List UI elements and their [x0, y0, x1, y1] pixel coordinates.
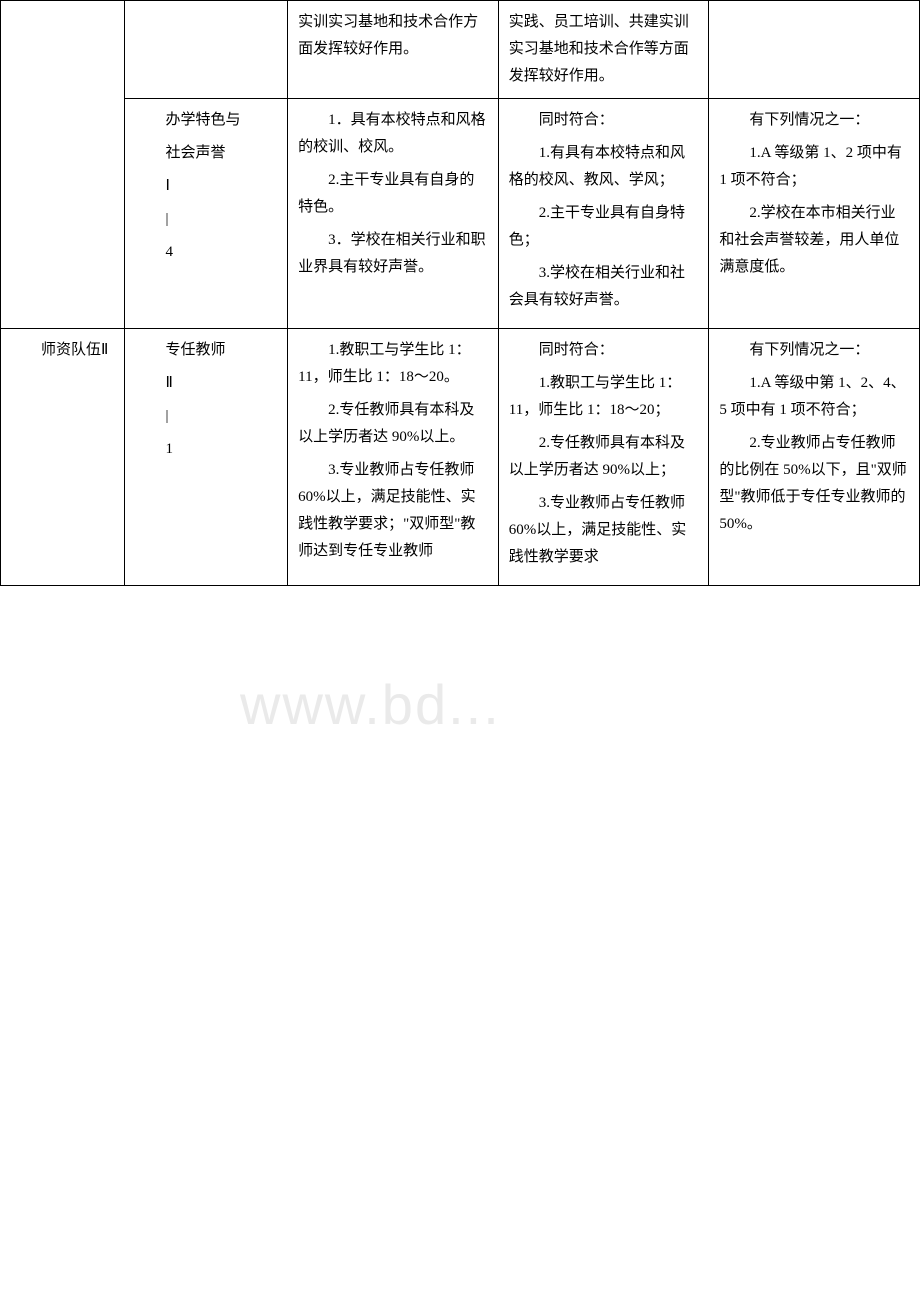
- criteria-para: 3.专业教师占专任教师 60%以上，满足技能性、实践性教学要求；"双师型"教师达…: [298, 457, 488, 565]
- criteria-intro: 有下列情况之一：: [719, 107, 909, 134]
- criteria-para: 1.A 等级第 1、2 项中有 1 项不符合；: [719, 140, 909, 194]
- criteria-para: 3.专业教师占专任教师 60%以上，满足技能性、实践性教学要求: [509, 490, 699, 571]
- criteria-para: 1.教职工与学生比 1：11，师生比 1：18～20。: [298, 337, 488, 391]
- subcategory-line: Ⅱ: [135, 370, 277, 397]
- criteria-c-cell: [709, 1, 920, 99]
- criteria-para: 2.学校在本市相关行业和社会声誉较差，用人单位满意度低。: [719, 200, 909, 281]
- criteria-para: 2.主干专业具有自身的特色。: [298, 167, 488, 221]
- cell-text: 实践、员工培训、共建实训实习基地和技术合作等方面发挥较好作用。: [509, 14, 689, 84]
- criteria-para: 3．学校在相关行业和职业界具有较好声誉。: [298, 227, 488, 281]
- category-cell: [1, 1, 125, 329]
- criteria-intro: 有下列情况之一：: [719, 337, 909, 364]
- subcategory-line: 专任教师: [135, 337, 277, 364]
- category-line: 师资队伍Ⅱ: [11, 337, 114, 364]
- subcategory-line: 社会声誉: [135, 140, 277, 167]
- criteria-para: 1.有具有本校特点和风格的校风、教风、学风；: [509, 140, 699, 194]
- subcategory-cell: 专任教师 Ⅱ | 1: [125, 329, 288, 586]
- subcategory-line: |: [135, 403, 277, 430]
- criteria-para: 2.专任教师具有本科及以上学历者达 90%以上。: [298, 397, 488, 451]
- criteria-para: 1．具有本校特点和风格的校训、校风。: [298, 107, 488, 161]
- criteria-para: 1.A 等级中第 1、2、4、5 项中有 1 项不符合；: [719, 370, 909, 424]
- criteria-c-cell: 有下列情况之一： 1.A 等级中第 1、2、4、5 项中有 1 项不符合； 2.…: [709, 329, 920, 586]
- watermark: www.bd...: [240, 660, 501, 750]
- criteria-b-cell: 实践、员工培训、共建实训实习基地和技术合作等方面发挥较好作用。: [498, 1, 709, 99]
- category-cell: 师资队伍Ⅱ: [1, 329, 125, 586]
- table-row: 师资队伍Ⅱ 专任教师 Ⅱ | 1 1.教职工与学生比 1：11，师生比 1：18…: [1, 329, 920, 586]
- criteria-a-cell: 1．具有本校特点和风格的校训、校风。 2.主干专业具有自身的特色。 3．学校在相…: [288, 99, 499, 329]
- subcategory-cell: [125, 1, 288, 99]
- table-row: 办学特色与 社会声誉 Ⅰ | 4 1．具有本校特点和风格的校训、校风。 2.主干…: [1, 99, 920, 329]
- criteria-para: 2.主干专业具有自身特色；: [509, 200, 699, 254]
- criteria-para: 2.专任教师具有本科及以上学历者达 90%以上；: [509, 430, 699, 484]
- subcategory-line: 办学特色与: [135, 107, 277, 134]
- criteria-para: 2.专业教师占专任教师的比例在 50%以下，且"双师型"教师低于专任专业教师的 …: [719, 430, 909, 538]
- subcategory-line: |: [135, 206, 277, 233]
- subcategory-cell: 办学特色与 社会声誉 Ⅰ | 4: [125, 99, 288, 329]
- criteria-b-cell: 同时符合： 1.教职工与学生比 1：11，师生比 1：18～20； 2.专任教师…: [498, 329, 709, 586]
- criteria-para: 3.学校在相关行业和社会具有较好声誉。: [509, 260, 699, 314]
- evaluation-table: 实训实习基地和技术合作方面发挥较好作用。 实践、员工培训、共建实训实习基地和技术…: [0, 0, 920, 586]
- cell-text: 实训实习基地和技术合作方面发挥较好作用。: [298, 14, 478, 57]
- criteria-para: 1.教职工与学生比 1：11，师生比 1：18～20；: [509, 370, 699, 424]
- subcategory-line: 4: [135, 239, 277, 266]
- criteria-a-cell: 1.教职工与学生比 1：11，师生比 1：18～20。 2.专任教师具有本科及以…: [288, 329, 499, 586]
- subcategory-line: Ⅰ: [135, 173, 277, 200]
- criteria-intro: 同时符合：: [509, 107, 699, 134]
- criteria-a-cell: 实训实习基地和技术合作方面发挥较好作用。: [288, 1, 499, 99]
- subcategory-line: 1: [135, 436, 277, 463]
- table-row: 实训实习基地和技术合作方面发挥较好作用。 实践、员工培训、共建实训实习基地和技术…: [1, 1, 920, 99]
- criteria-c-cell: 有下列情况之一： 1.A 等级第 1、2 项中有 1 项不符合； 2.学校在本市…: [709, 99, 920, 329]
- criteria-b-cell: 同时符合： 1.有具有本校特点和风格的校风、教风、学风； 2.主干专业具有自身特…: [498, 99, 709, 329]
- criteria-intro: 同时符合：: [509, 337, 699, 364]
